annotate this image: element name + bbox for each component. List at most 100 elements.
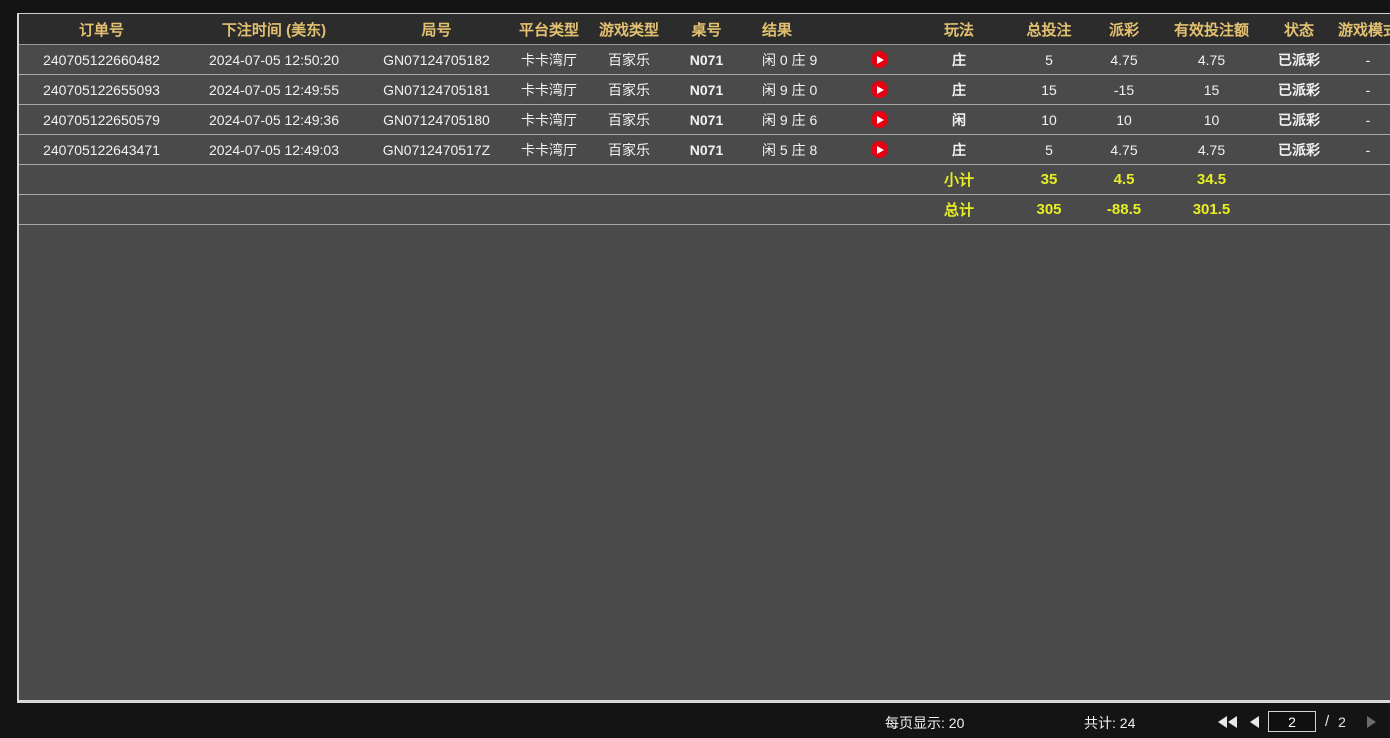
cell-round-no: GN07124705180 (364, 104, 509, 135)
table-body: 240705122660482 2024-07-05 12:50:20 GN0712… (19, 44, 1390, 225)
cell-game-mode: - (1334, 104, 1390, 135)
cell-payout: 4.75 (1089, 134, 1159, 165)
column-header-game-type[interactable]: 游戏类型 (589, 14, 669, 45)
cell-game-type: 百家乐 (589, 134, 669, 165)
double-left-arrow-icon (1218, 715, 1227, 728)
cell-table-no: N071 (669, 74, 744, 105)
cell-game-mode: - (1334, 44, 1390, 75)
table-row[interactable]: 240705122660482 2024-07-05 12:50:20 GN0712… (19, 44, 1390, 75)
table-row[interactable]: 240705122643471 2024-07-05 12:49:03 GN0712… (19, 134, 1390, 165)
cell-empty (589, 164, 669, 195)
cell-empty (184, 194, 364, 225)
prev-page-button[interactable] (1250, 715, 1259, 728)
cell-game-type: 百家乐 (589, 44, 669, 75)
cell-status: 已派彩 (1264, 104, 1334, 135)
page-count-label: 2 (1338, 713, 1346, 730)
cell-replay (849, 104, 909, 135)
column-header-bet-time[interactable]: 下注时间 (美东) (184, 14, 364, 45)
cell-platform: 卡卡湾厅 (509, 134, 589, 165)
cell-empty (744, 164, 849, 195)
table-row[interactable]: 240705122655093 2024-07-05 12:49:55 GN0712… (19, 74, 1390, 105)
cell-total-bet: 15 (1009, 74, 1089, 105)
total-count-label: 共计: 24 (1084, 715, 1136, 731)
play-icon[interactable] (870, 111, 888, 129)
column-header-order-no[interactable]: 订单号 (19, 14, 184, 45)
cell-valid-bet: 10 (1159, 104, 1264, 135)
cell-game-mode: - (1334, 134, 1390, 165)
column-header-valid-bet[interactable]: 有效投注额 (1159, 14, 1264, 45)
cell-bet-on: 闲 (909, 104, 1009, 135)
cell-platform: 卡卡湾厅 (509, 44, 589, 75)
cell-bet-time: 2024-07-05 12:49:36 (184, 104, 364, 135)
column-header-bet-on[interactable]: 玩法 (909, 14, 1009, 45)
pagination-footer: 每页显示: 20 共计: 24 / 2 (0, 706, 1390, 738)
cell-replay (849, 74, 909, 105)
cell-valid-bet: 15 (1159, 74, 1264, 105)
cell-empty (1264, 164, 1334, 195)
cell-result: 闲 9 庄 6 (744, 104, 849, 135)
cell-payout: 4.75 (1089, 44, 1159, 75)
cell-game-type: 百家乐 (589, 104, 669, 135)
cell-order-no: 240705122650579 (19, 104, 184, 135)
column-header-result[interactable]: 结果 (744, 14, 849, 45)
cell-subtotal-payout: 4.5 (1089, 164, 1159, 195)
first-page-button[interactable] (1218, 715, 1237, 728)
cell-bet-on: 庄 (909, 74, 1009, 105)
cell-empty (744, 194, 849, 225)
cell-empty (509, 164, 589, 195)
cell-empty (509, 194, 589, 225)
cell-bet-time: 2024-07-05 12:49:03 (184, 134, 364, 165)
subtotal-row: 小计 35 4.5 34.5 (19, 164, 1390, 195)
bet-records-table: 订单号 下注时间 (美东) 局号 平台类型 游戏类型 桌号 结果 玩法 总投注 … (19, 14, 1390, 225)
play-icon[interactable] (870, 81, 888, 99)
cell-empty (364, 164, 509, 195)
cell-replay (849, 44, 909, 75)
cell-empty (19, 164, 184, 195)
cell-round-no: GN0712470517Z (364, 134, 509, 165)
cell-status: 已派彩 (1264, 44, 1334, 75)
column-header-game-mode[interactable]: 游戏模式 (1334, 14, 1390, 45)
column-header-table-no[interactable]: 桌号 (669, 14, 744, 45)
cell-round-no: GN07124705182 (364, 44, 509, 75)
cell-grand-total-valid-bet: 301.5 (1159, 194, 1264, 225)
cell-total-bet: 10 (1009, 104, 1089, 135)
column-header-total-bet[interactable]: 总投注 (1009, 14, 1089, 45)
cell-subtotal-valid-bet: 34.5 (1159, 164, 1264, 195)
play-icon[interactable] (870, 51, 888, 69)
play-icon[interactable] (870, 141, 888, 159)
cell-empty (589, 194, 669, 225)
grand-total-row: 总计 305 -88.5 301.5 (19, 194, 1390, 225)
cell-empty (669, 194, 744, 225)
cell-bet-on: 庄 (909, 44, 1009, 75)
cell-subtotal-total-bet: 35 (1009, 164, 1089, 195)
cell-status: 已派彩 (1264, 134, 1334, 165)
cell-status: 已派彩 (1264, 74, 1334, 105)
cell-empty (849, 164, 909, 195)
cell-table-no: N071 (669, 134, 744, 165)
cell-grand-total-label: 总计 (909, 194, 1009, 225)
cell-payout: 10 (1089, 104, 1159, 135)
cell-grand-total-payout: -88.5 (1089, 194, 1159, 225)
cell-game-type: 百家乐 (589, 74, 669, 105)
cell-total-bet: 5 (1009, 44, 1089, 75)
column-header-status[interactable]: 状态 (1264, 14, 1334, 45)
empty-table-area (19, 225, 1390, 700)
cell-subtotal-label: 小计 (909, 164, 1009, 195)
cell-bet-time: 2024-07-05 12:50:20 (184, 44, 364, 75)
next-page-button[interactable] (1366, 715, 1376, 728)
column-header-payout[interactable]: 派彩 (1089, 14, 1159, 45)
cell-platform: 卡卡湾厅 (509, 104, 589, 135)
cell-order-no: 240705122655093 (19, 74, 184, 105)
cell-empty (184, 164, 364, 195)
cell-valid-bet: 4.75 (1159, 44, 1264, 75)
page-number-input[interactable] (1268, 711, 1316, 732)
double-left-arrow-icon (1228, 715, 1237, 728)
column-header-replay (849, 14, 909, 45)
column-header-platform[interactable]: 平台类型 (509, 14, 589, 45)
column-header-round-no[interactable]: 局号 (364, 14, 509, 45)
cell-empty (1334, 194, 1390, 225)
cell-bet-time: 2024-07-05 12:49:55 (184, 74, 364, 105)
table-row[interactable]: 240705122650579 2024-07-05 12:49:36 GN0712… (19, 104, 1390, 135)
table-header-row: 订单号 下注时间 (美东) 局号 平台类型 游戏类型 桌号 结果 玩法 总投注 … (19, 14, 1390, 45)
